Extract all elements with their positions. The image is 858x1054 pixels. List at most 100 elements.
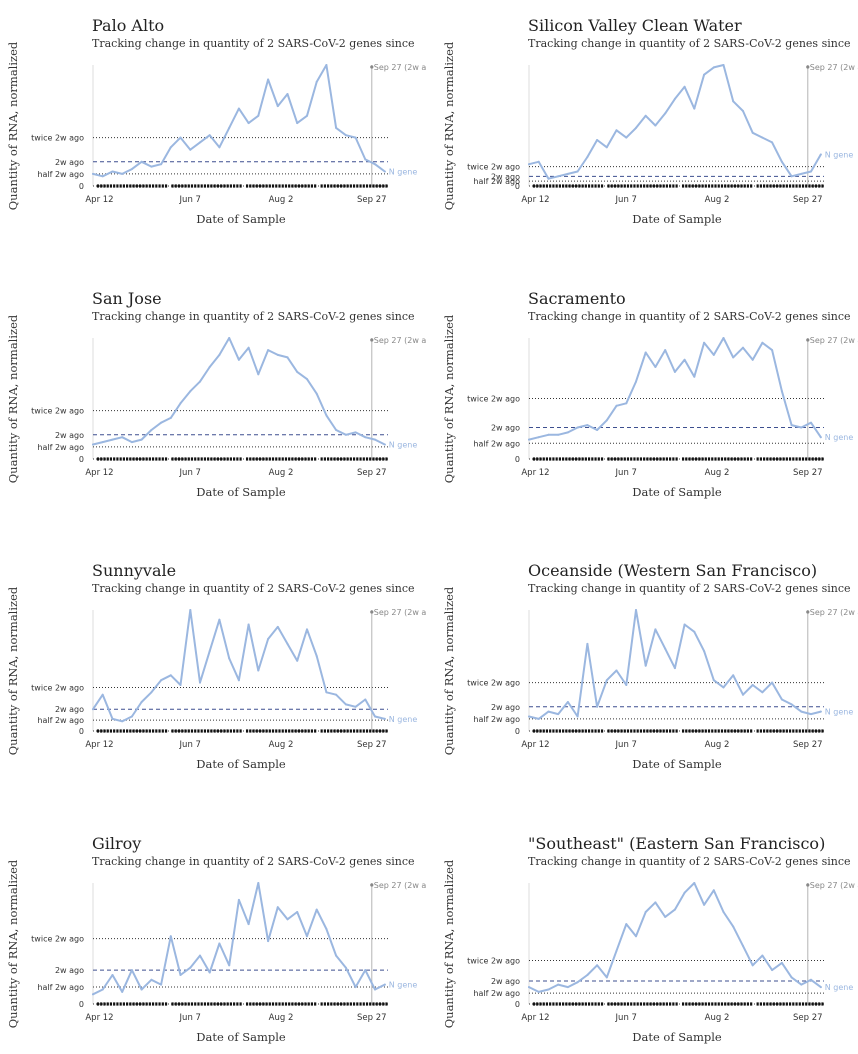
sample-date-mark: [268, 729, 271, 733]
sample-date-mark: [584, 184, 587, 188]
sample-date-mark: [620, 457, 623, 461]
sample-date-mark: [649, 729, 652, 733]
data-point: [819, 986, 822, 989]
data-point: [179, 402, 182, 405]
sample-date-mark: [714, 457, 717, 461]
data-point: [742, 944, 744, 947]
sample-date-mark: [636, 1002, 639, 1006]
sample-date-mark: [100, 729, 103, 733]
data-point: [296, 659, 299, 662]
data-point: [635, 380, 637, 383]
sample-date-mark: [278, 457, 281, 461]
sample-date-mark: [181, 184, 184, 188]
sample-date-mark: [132, 1002, 135, 1006]
data-point: [664, 647, 667, 650]
sample-date-mark: [116, 729, 119, 733]
data-point: [228, 126, 231, 129]
data-point: [247, 623, 250, 626]
x-tick-label: Sep 27: [357, 195, 387, 205]
sample-date-mark: [229, 457, 232, 461]
sample-date-mark: [814, 729, 818, 733]
data-point: [790, 424, 793, 427]
sample-date-mark: [818, 729, 821, 733]
data-point: [286, 918, 289, 921]
sample-date-mark: [100, 1002, 103, 1006]
marker-dot: [806, 338, 810, 342]
data-point: [364, 436, 367, 439]
sample-date-mark: [236, 729, 239, 733]
data-point: [267, 349, 270, 352]
sample-date-mark: [743, 457, 746, 461]
data-point: [625, 684, 628, 686]
data-point: [92, 172, 94, 175]
sample-date-mark: [294, 729, 297, 733]
sample-date-mark: [346, 729, 349, 733]
sample-date-mark: [639, 184, 643, 188]
sample-date-mark: [759, 729, 762, 733]
sample-date-mark: [343, 1002, 346, 1006]
sample-date-mark: [142, 184, 145, 188]
sample-date-mark: [775, 1002, 779, 1006]
sample-date-mark: [336, 184, 339, 188]
data-point: [189, 148, 192, 151]
sample-date-mark: [129, 184, 132, 188]
data-point: [237, 358, 240, 361]
data-point: [335, 954, 338, 957]
sample-date-mark: [310, 1002, 314, 1006]
sample-date-mark: [681, 1002, 685, 1006]
sample-date-mark: [291, 1002, 294, 1006]
chart-panel-southeast-eastern-san-francisco: "Southeast" (Eastern San Francisco) Track…: [442, 834, 858, 1044]
sample-date-mark: [623, 184, 626, 188]
data-point: [218, 353, 221, 356]
data-point: [644, 114, 647, 117]
x-tick-label: Aug 2: [705, 1013, 730, 1023]
data-point: [605, 679, 608, 682]
x-axis-label: Date of Sample: [632, 212, 722, 226]
sample-date-mark: [336, 1002, 339, 1006]
sample-date-strip: [532, 457, 824, 461]
sample-date-mark: [636, 729, 639, 733]
x-tick-label: Jun 7: [179, 740, 201, 750]
sample-date-mark: [155, 1002, 158, 1006]
sample-date-mark: [763, 184, 766, 188]
sample-date-mark: [158, 184, 161, 188]
data-point: [596, 139, 599, 141]
sample-date-mark: [646, 729, 649, 733]
data-point: [344, 134, 347, 137]
sample-date-mark: [310, 457, 314, 461]
x-tick-label: Apr 12: [85, 468, 113, 478]
data-point: [576, 170, 579, 173]
data-point: [547, 433, 550, 436]
sample-date-mark: [362, 184, 365, 188]
sample-date-mark: [788, 184, 792, 188]
sample-date-mark: [672, 457, 675, 461]
reference-label-2w-ago: 2w ago: [491, 424, 520, 433]
sample-date-mark: [798, 184, 801, 188]
sample-date-mark: [216, 184, 220, 188]
sample-date-mark: [763, 1002, 766, 1006]
sample-date-mark: [801, 729, 805, 733]
sample-date-mark: [372, 184, 375, 188]
sample-date-mark: [733, 457, 737, 461]
sample-date-mark: [187, 457, 190, 461]
sample-date-mark: [630, 1002, 633, 1006]
sample-date-mark: [639, 729, 643, 733]
sample-date-mark: [694, 184, 698, 188]
sample-date-mark: [785, 184, 788, 188]
data-point: [576, 715, 579, 718]
sample-date-mark: [142, 729, 145, 733]
data-point: [315, 392, 318, 395]
sample-date-mark: [730, 729, 733, 733]
data-point: [325, 414, 328, 417]
sample-date-mark: [681, 729, 685, 733]
chart-panel-oceanside-western-san-francisco: Oceanside (Western San Francisco) Trackin…: [442, 561, 858, 771]
sample-date-mark: [539, 729, 542, 733]
sample-date-mark: [365, 729, 369, 733]
sample-date-mark: [756, 457, 759, 461]
sample-date-mark: [766, 1002, 769, 1006]
sample-date-mark: [200, 729, 203, 733]
sample-date-mark: [174, 729, 177, 733]
sample-date-mark: [536, 729, 539, 733]
sample-date-mark: [591, 184, 594, 188]
data-point: [247, 346, 250, 349]
